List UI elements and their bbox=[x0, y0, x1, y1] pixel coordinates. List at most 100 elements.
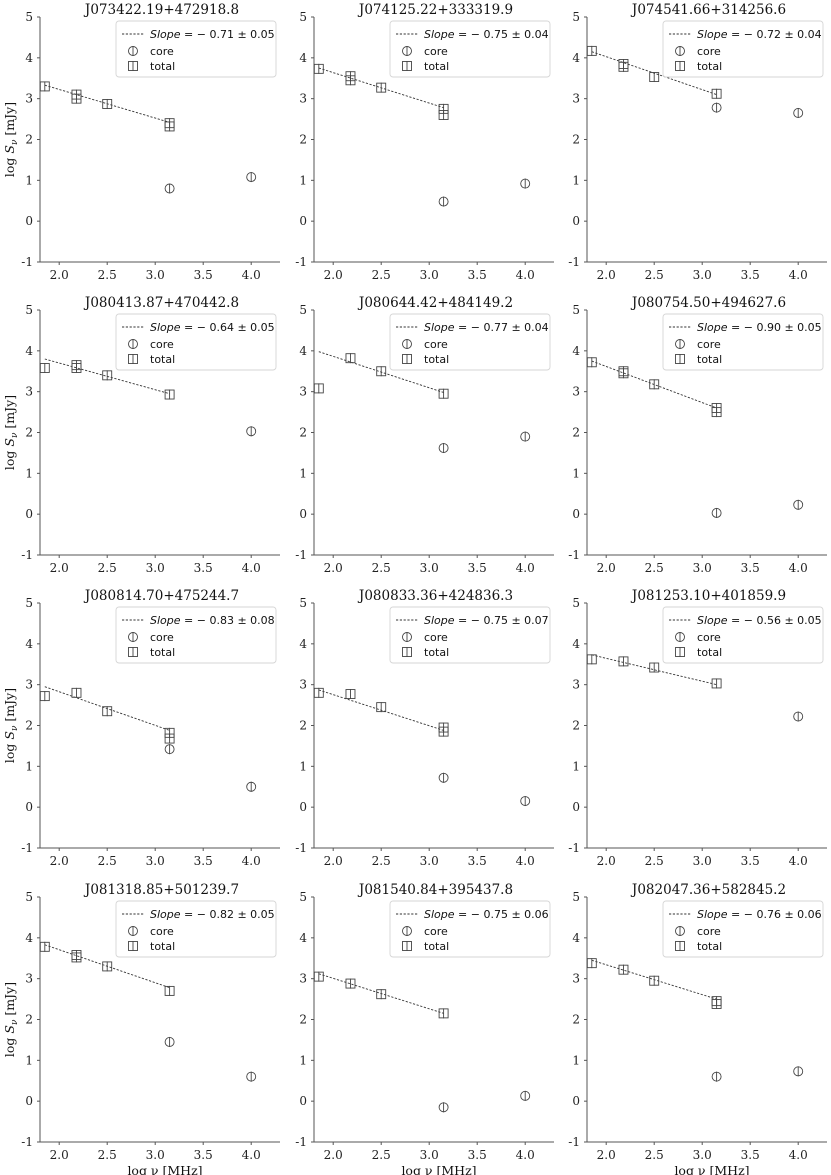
y-tick-label: 0 bbox=[572, 214, 580, 228]
total-point bbox=[164, 389, 175, 400]
x-tick-label: 2.0 bbox=[597, 268, 616, 282]
legend-slope-label: Slope = − 0.75 ± 0.07 bbox=[424, 614, 549, 627]
panel-title: J081318.85+501239.7 bbox=[83, 882, 239, 898]
legend-core-label: core bbox=[150, 338, 174, 351]
y-tick-label: 4 bbox=[25, 931, 33, 945]
x-tick-label: 3.0 bbox=[693, 268, 712, 282]
core-point bbox=[246, 426, 257, 437]
total-point bbox=[71, 687, 82, 698]
x-tick-label: 3.5 bbox=[468, 268, 487, 282]
y-tick-label: 1 bbox=[572, 466, 580, 480]
total-point bbox=[586, 45, 597, 56]
y-tick-label: 1 bbox=[299, 173, 307, 187]
x-tick-label: 3.0 bbox=[420, 268, 439, 282]
y-tick-label: 1 bbox=[572, 759, 580, 773]
y-tick-label: -1 bbox=[295, 841, 307, 855]
fit-line bbox=[591, 654, 717, 686]
panel-8: J080833.36+424836.3 -1 0 1 2 3 4 5 2.0 2.5 3.0 3.5 4… bbox=[295, 588, 554, 868]
core-point bbox=[246, 781, 257, 792]
y-tick-label: -1 bbox=[21, 1135, 33, 1149]
y-tick-label: -1 bbox=[21, 548, 33, 562]
legend-total-label: total bbox=[424, 646, 449, 659]
x-tick-label: 2.5 bbox=[372, 854, 391, 868]
x-tick-label: 3.5 bbox=[741, 561, 760, 575]
x-tick-label: 2.0 bbox=[324, 268, 343, 282]
x-tick-label: 2.5 bbox=[98, 268, 117, 282]
total-point bbox=[618, 368, 629, 379]
y-tick-label: 5 bbox=[25, 303, 33, 317]
y-axis-label: log Sν [mJy] bbox=[2, 102, 20, 177]
total-point bbox=[313, 687, 324, 698]
x-tick-label: 3.5 bbox=[741, 854, 760, 868]
y-tick-label: 4 bbox=[25, 637, 33, 651]
total-point bbox=[438, 110, 449, 120]
y-tick-label: 5 bbox=[25, 596, 33, 610]
panel-title: J081253.10+401859.9 bbox=[630, 588, 786, 604]
legend-core-label: core bbox=[697, 631, 721, 644]
total-point bbox=[618, 61, 629, 72]
legend-box bbox=[115, 313, 277, 371]
legend-total-label: total bbox=[150, 940, 175, 953]
panel-6: J080754.50+494627.6 -1 0 1 2 3 4 5 2.0 2.5 3.0 3.5 4… bbox=[568, 295, 827, 575]
legend-total-label: total bbox=[424, 353, 449, 366]
legend-core-label: core bbox=[697, 338, 721, 351]
y-tick-label: 1 bbox=[299, 759, 307, 773]
legend: Slope = − 0.77 ± 0.04 core total bbox=[389, 313, 551, 371]
panel-7: J080814.70+475244.7 -1 0 1 2 3 4 5 2.0 2.5 3.0 3.5 4… bbox=[2, 588, 280, 868]
y-tick-label: 3 bbox=[299, 385, 307, 399]
y-tick-label: 5 bbox=[25, 10, 33, 24]
legend-core-label: core bbox=[424, 925, 448, 938]
y-tick-label: 1 bbox=[299, 466, 307, 480]
y-tick-label: -1 bbox=[568, 1135, 580, 1149]
total-point bbox=[711, 407, 722, 418]
x-tick-label: 2.0 bbox=[50, 561, 69, 575]
legend: Slope = − 0.83 ± 0.08 core total bbox=[115, 606, 277, 664]
y-tick-label: 4 bbox=[299, 51, 307, 65]
x-tick-label: 2.0 bbox=[597, 1148, 616, 1162]
legend-box bbox=[389, 20, 551, 78]
x-tick-label: 2.0 bbox=[324, 854, 343, 868]
y-tick-label: 3 bbox=[572, 92, 580, 106]
legend-slope-label: Slope = − 0.76 ± 0.06 bbox=[697, 908, 822, 921]
legend-total-label: total bbox=[150, 60, 175, 73]
y-tick-label: 2 bbox=[25, 426, 33, 440]
total-point bbox=[618, 656, 629, 667]
x-tick-label: 2.0 bbox=[324, 1148, 343, 1162]
total-point bbox=[586, 654, 597, 665]
legend: Slope = − 0.71 ± 0.05 core total bbox=[115, 20, 277, 78]
legend: Slope = − 0.75 ± 0.06 core total bbox=[389, 900, 551, 958]
legend-core-label: core bbox=[424, 631, 448, 644]
x-axis-label: log ν [MHz] bbox=[674, 1163, 749, 1175]
legend-core-label: core bbox=[697, 925, 721, 938]
legend: Slope = − 0.64 ± 0.05 core total bbox=[115, 313, 277, 371]
legend-core-label: core bbox=[150, 631, 174, 644]
total-point bbox=[39, 691, 50, 702]
total-point bbox=[649, 379, 660, 390]
y-tick-label: 2 bbox=[299, 719, 307, 733]
total-point bbox=[438, 1008, 449, 1019]
panel-9: J081253.10+401859.9 -1 0 1 2 3 4 5 2.0 2.5 3.0 3.5 4… bbox=[568, 588, 827, 868]
panel-2: J074125.22+333319.9 -1 0 1 2 3 4 5 2.0 2.5 3.0 3.5 4… bbox=[295, 2, 554, 282]
total-point bbox=[71, 362, 82, 373]
panel-3: J074541.66+314256.6 -1 0 1 2 3 4 5 2.0 2.5 3.0 3.5 4… bbox=[568, 2, 827, 282]
total-point bbox=[102, 961, 113, 972]
legend-core-label: core bbox=[697, 45, 721, 58]
x-axis-label: log ν [MHz] bbox=[127, 1163, 202, 1175]
panel-5: J080644.42+484149.2 -1 0 1 2 3 4 5 2.0 2.5 3.0 3.5 4… bbox=[295, 295, 554, 575]
x-tick-label: 4.0 bbox=[242, 1148, 261, 1162]
total-point bbox=[438, 726, 449, 737]
core-point bbox=[438, 772, 449, 783]
y-tick-label: 1 bbox=[299, 1053, 307, 1067]
y-tick-label: 4 bbox=[572, 637, 580, 651]
x-tick-label: 3.0 bbox=[146, 854, 165, 868]
panel-10: J081318.85+501239.7 -1 0 1 2 3 4 5 2.0 2.5 3.0 3.5 4… bbox=[2, 882, 280, 1175]
y-tick-label: -1 bbox=[568, 255, 580, 269]
y-tick-label: 0 bbox=[299, 507, 307, 521]
y-tick-label: -1 bbox=[295, 548, 307, 562]
total-point bbox=[649, 975, 660, 986]
y-tick-label: 1 bbox=[25, 1053, 33, 1067]
panel-11: J081540.84+395437.8 -1 0 1 2 3 4 5 2.0 2.5 3.0 3.5 4… bbox=[295, 882, 554, 1175]
legend-slope-label: Slope = − 0.64 ± 0.05 bbox=[150, 321, 275, 334]
x-tick-label: 2.0 bbox=[597, 854, 616, 868]
x-tick-label: 3.0 bbox=[420, 561, 439, 575]
